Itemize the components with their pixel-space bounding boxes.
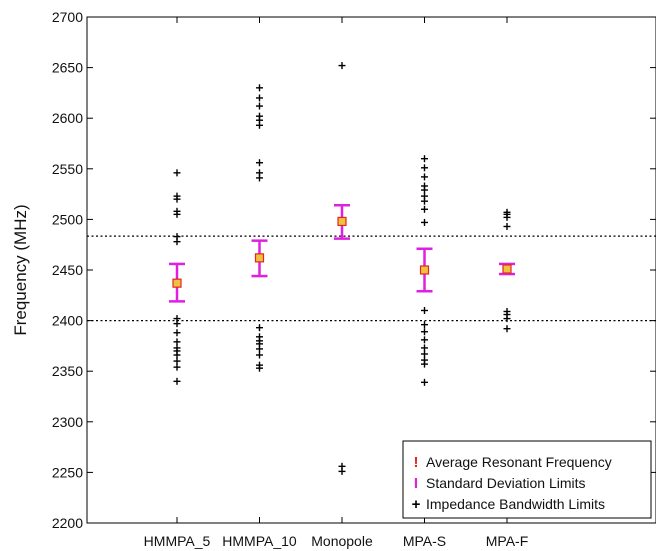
y-tick-label: 2550 [52, 161, 83, 177]
average-frequency-point [172, 278, 182, 288]
y-tick-label: 2450 [52, 262, 83, 278]
bandwidth-limit-point [338, 462, 346, 470]
bandwidth-limit-point [173, 377, 181, 385]
legend-label-average: Average Resonant Frequency [426, 454, 612, 470]
bandwidth-limit-point [256, 324, 263, 332]
bandwidth-limit-point [421, 321, 428, 329]
y-tick-label: 2700 [52, 9, 83, 25]
average-frequency-point [337, 216, 347, 227]
reference-lines [87, 235, 656, 322]
bandwidth-limit-point [173, 207, 181, 215]
y-tick-label: 2300 [52, 414, 83, 430]
bandwidth-limit-point [503, 222, 511, 230]
x-tick-label: HMMPA_5 [144, 533, 211, 549]
bandwidth-limit-point [338, 62, 346, 70]
y-tick-label: 2350 [52, 363, 83, 379]
bandwidth-limit-point [503, 208, 511, 216]
y-tick-label: 2250 [52, 464, 83, 480]
chart-marks [169, 62, 515, 475]
x-axis-ticks: HMMPA_5 HMMPA_10 Monopole MPA-S MPA-F [144, 17, 529, 549]
bandwidth-limit-point [256, 94, 263, 102]
bandwidth-limit-point [256, 112, 263, 120]
bandwidth-limit-point [421, 205, 428, 213]
y-axis-ticks: 2200 2250 2300 2350 2400 2450 2500 2550 2600 2650… [52, 9, 656, 531]
y-tick-label: 2600 [52, 110, 83, 126]
average-frequency-point [254, 253, 265, 263]
bandwidth-limit-point [173, 192, 181, 200]
bandwidth-limit-point [421, 155, 428, 163]
y-tick-label: 2400 [52, 313, 83, 329]
bandwidth-limit-point [421, 173, 428, 181]
legend-label-bandwidth: Impedance Bandwidth Limits [426, 496, 605, 512]
bandwidth-limit-point [256, 169, 263, 177]
bandwidth-limit-point [421, 218, 428, 226]
bandwidth-limit-point [503, 307, 511, 315]
bandwidth-limit-point [421, 182, 428, 190]
y-tick-label: 2500 [52, 211, 83, 227]
average-frequency-point [419, 265, 430, 275]
bandwidth-limit-point [173, 344, 181, 352]
bandwidth-limit-point [421, 344, 428, 352]
x-tick-label: MPA-S [403, 533, 446, 549]
bandwidth-limit-point [421, 192, 428, 200]
bandwidth-limit-point [173, 233, 181, 241]
x-tick-label: MPA-F [486, 533, 529, 549]
average-frequency-point [502, 264, 512, 274]
bandwidth-limit-point [173, 357, 181, 365]
legend-label-std: Standard Deviation Limits [426, 475, 586, 491]
bandwidth-limit-point [421, 350, 428, 358]
y-tick-label: 2650 [52, 60, 83, 76]
bandwidth-limit-point [421, 336, 428, 344]
y-tick-label: 2200 [52, 515, 83, 531]
bandwidth-limit-point [173, 315, 181, 323]
bandwidth-limit-point [256, 333, 263, 341]
bandwidth-limit-point [503, 325, 511, 333]
bandwidth-limit-point [256, 351, 263, 359]
legend-symbol-bandwidth: + [412, 496, 421, 513]
bandwidth-limit-point [421, 378, 428, 386]
y-axis-label: Frequency (MHz) [11, 204, 30, 335]
legend-symbol-std: I [414, 475, 418, 492]
bandwidth-limit-point [173, 169, 181, 177]
bandwidth-limit-point [173, 338, 181, 346]
bandwidth-limit-point [421, 164, 428, 172]
bandwidth-limit-point [421, 356, 428, 364]
bandwidth-limit-point [256, 159, 263, 167]
legend: ! Average Resonant Frequency I Standard … [402, 440, 652, 519]
bandwidth-limit-point [421, 328, 428, 336]
bandwidth-limit-point [256, 102, 263, 110]
bandwidth-limit-point [256, 84, 263, 92]
bandwidth-limit-point [173, 363, 181, 371]
bandwidth-limit-point [173, 329, 181, 337]
legend-symbol-average: ! [414, 454, 419, 471]
legend-box [402, 440, 652, 519]
x-tick-label: HMMPA_10 [222, 533, 297, 549]
bandwidth-limit-point [256, 361, 263, 369]
bandwidth-limit-point [421, 306, 428, 314]
plot-area [86, 16, 656, 524]
x-tick-label: Monopole [311, 533, 373, 549]
